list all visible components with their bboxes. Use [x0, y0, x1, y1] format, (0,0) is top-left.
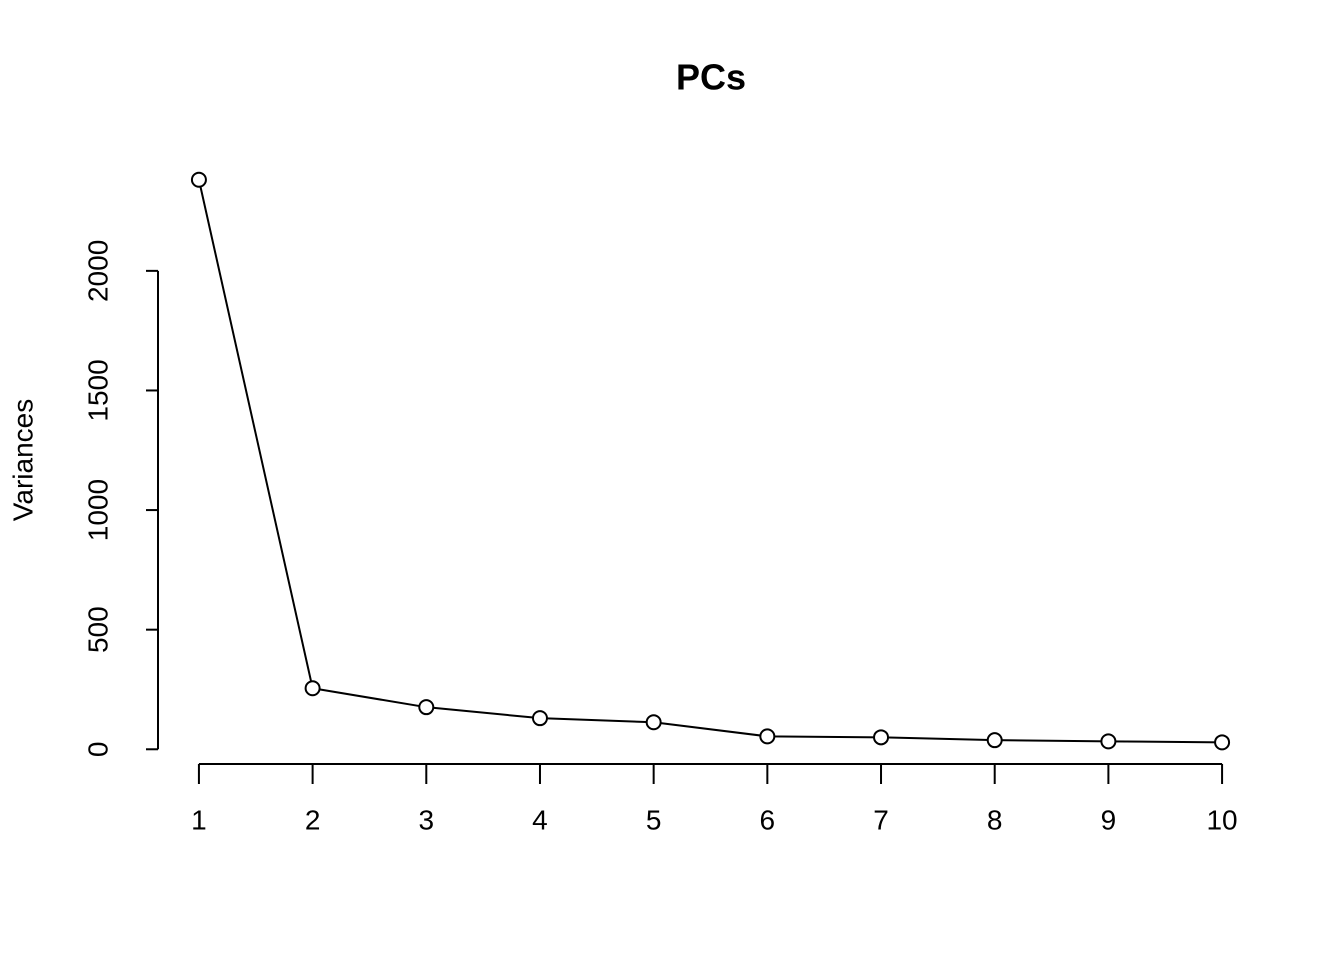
- data-point: [190, 171, 207, 188]
- data-point: [873, 729, 890, 746]
- y-tick-label: 0: [82, 741, 113, 757]
- data-point: [304, 680, 321, 697]
- data-point: [645, 714, 662, 731]
- data-point: [418, 699, 435, 716]
- chart-title: PCs: [676, 57, 746, 98]
- x-tick-label: 1: [191, 804, 207, 835]
- data-point: [1214, 734, 1231, 751]
- data-point: [759, 728, 776, 745]
- x-tick-label: 6: [760, 804, 776, 835]
- x-tick-label: 2: [305, 804, 321, 835]
- x-tick-label: 5: [646, 804, 662, 835]
- y-tick-label: 2000: [82, 240, 113, 302]
- y-tick-label: 1500: [82, 359, 113, 421]
- x-tick-label: 8: [987, 804, 1003, 835]
- x-tick-label: 10: [1206, 804, 1237, 835]
- data-point: [986, 732, 1003, 749]
- x-tick-label: 3: [419, 804, 435, 835]
- data-point: [1100, 733, 1117, 750]
- x-tick-label: 9: [1101, 804, 1117, 835]
- y-tick-label: 500: [82, 606, 113, 653]
- x-tick-label: 7: [873, 804, 889, 835]
- x-tick-label: 4: [532, 804, 548, 835]
- y-tick-label: 1000: [82, 479, 113, 541]
- data-point: [531, 710, 548, 727]
- series-line: [197, 179, 1223, 744]
- y-axis-label: Variances: [7, 399, 38, 521]
